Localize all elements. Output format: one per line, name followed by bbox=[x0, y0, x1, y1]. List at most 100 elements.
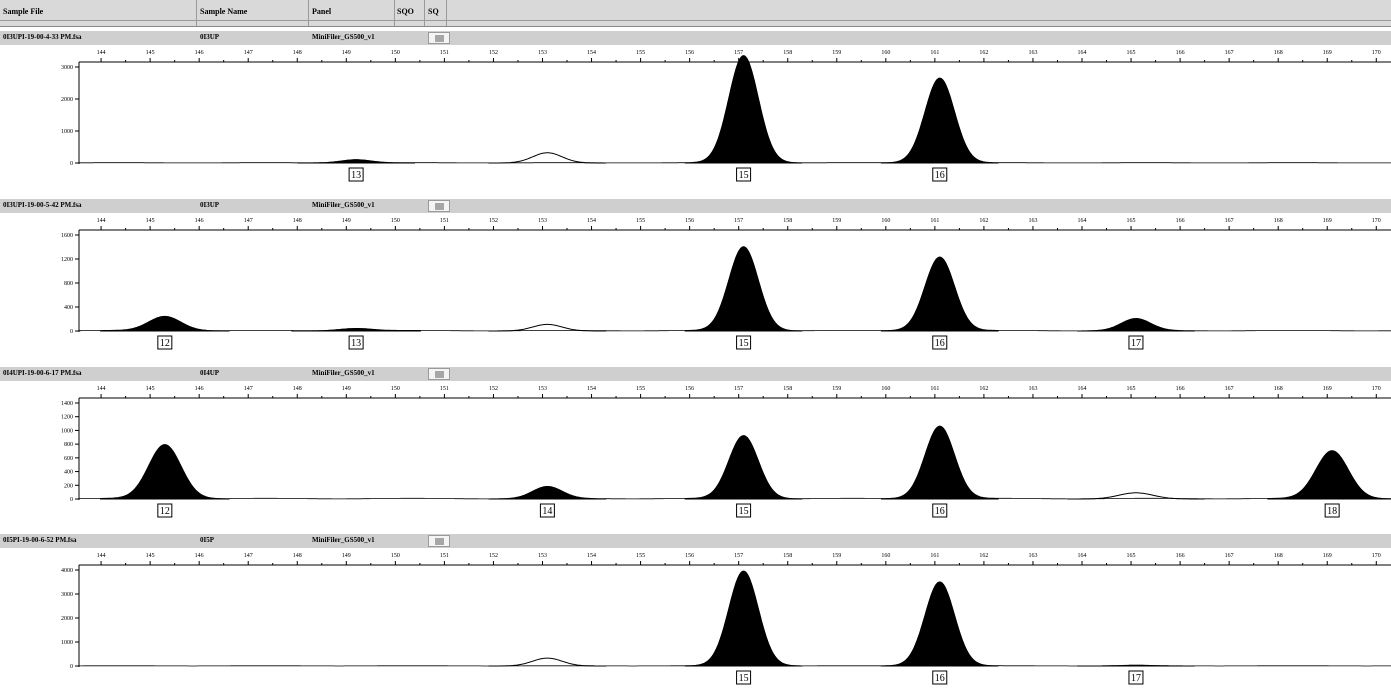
allele-label: 15 bbox=[739, 338, 749, 349]
column-header-sample-file[interactable]: Sample File bbox=[3, 7, 44, 16]
allele-label-box[interactable] bbox=[157, 503, 173, 518]
allele-label-box[interactable] bbox=[932, 167, 948, 182]
called-peak[interactable] bbox=[880, 425, 999, 500]
stutter-peak[interactable] bbox=[488, 152, 607, 164]
stutter-peak[interactable] bbox=[488, 323, 607, 332]
allele-label: 13 bbox=[351, 338, 361, 349]
called-peak[interactable] bbox=[297, 159, 415, 164]
x-tick-label: 149 bbox=[342, 553, 351, 559]
x-tick-label: 170 bbox=[1372, 218, 1381, 224]
x-tick-label: 156 bbox=[685, 386, 694, 392]
allele-label-box[interactable] bbox=[736, 503, 752, 518]
allele-label-box[interactable] bbox=[932, 335, 948, 350]
stutter-peak[interactable] bbox=[488, 657, 607, 667]
x-tick-label: 169 bbox=[1323, 386, 1332, 392]
y-tick-label: 600 bbox=[64, 456, 73, 462]
x-tick-label: 163 bbox=[1028, 553, 1037, 559]
electropherogram-plot[interactable]: 144 145 146 147 148 149 150 151 152 153 154 155 156 1… bbox=[0, 45, 1391, 195]
sq-checkbox[interactable] bbox=[428, 200, 450, 212]
called-peak[interactable] bbox=[100, 444, 230, 500]
x-tick-label: 158 bbox=[783, 386, 792, 392]
allele-label-box[interactable] bbox=[1324, 503, 1340, 518]
sq-indicator bbox=[435, 35, 444, 42]
panel-name: MiniFiler_GS500_v1 bbox=[312, 369, 375, 377]
x-tick-label: 166 bbox=[1176, 218, 1185, 224]
column-header-sq[interactable]: SQ bbox=[428, 7, 439, 16]
x-tick-label: 164 bbox=[1078, 50, 1087, 56]
allele-label-box[interactable] bbox=[932, 503, 948, 518]
column-header-panel[interactable]: Panel bbox=[312, 7, 332, 16]
called-peak[interactable] bbox=[684, 570, 803, 667]
allele-label-box[interactable] bbox=[1128, 670, 1144, 685]
y-tick-label: 0 bbox=[70, 497, 73, 503]
x-tick-label: 157 bbox=[734, 50, 743, 56]
x-tick-label: 144 bbox=[97, 553, 106, 559]
allele-label-box[interactable] bbox=[736, 335, 752, 350]
panel-header[interactable]: 0I5PI-19-00-6-52 PM.fsa 0I5P MiniFiler_G… bbox=[0, 534, 1391, 548]
x-tick-label: 168 bbox=[1274, 50, 1283, 56]
allele-label-box[interactable] bbox=[348, 167, 364, 182]
x-tick-label: 156 bbox=[685, 50, 694, 56]
allele-label: 17 bbox=[1131, 338, 1141, 349]
allele-label-box[interactable] bbox=[736, 670, 752, 685]
column-divider[interactable] bbox=[196, 0, 197, 26]
stutter-peak[interactable] bbox=[1067, 492, 1205, 500]
allele-label-box[interactable] bbox=[539, 503, 555, 518]
y-tick-label: 1200 bbox=[61, 257, 73, 263]
x-tick-label: 164 bbox=[1078, 553, 1087, 559]
electropherogram-plot[interactable]: 144 145 146 147 148 149 150 151 152 153 154 155 156 1… bbox=[0, 381, 1391, 531]
called-peak[interactable] bbox=[1077, 664, 1195, 667]
called-peak[interactable] bbox=[291, 328, 421, 332]
called-peak[interactable] bbox=[1077, 318, 1195, 332]
column-divider[interactable] bbox=[308, 0, 309, 26]
called-peak[interactable] bbox=[684, 55, 803, 164]
panel-header[interactable]: 0I3UPI-19-00-5-42 PM.fsa 0I3UP MiniFiler… bbox=[0, 199, 1391, 213]
sq-indicator bbox=[435, 371, 444, 378]
x-tick-label: 170 bbox=[1372, 386, 1381, 392]
allele-label-box[interactable] bbox=[1128, 335, 1144, 350]
allele-label-box[interactable] bbox=[736, 167, 752, 182]
x-tick-label: 149 bbox=[342, 386, 351, 392]
column-header-sqo[interactable]: SQO bbox=[397, 7, 414, 16]
x-tick-label: 153 bbox=[538, 50, 547, 56]
sq-checkbox[interactable] bbox=[428, 535, 450, 547]
allele-label-box[interactable] bbox=[932, 670, 948, 685]
called-peak[interactable] bbox=[488, 486, 607, 500]
y-tick-label: 1000 bbox=[61, 640, 73, 646]
x-tick-label: 148 bbox=[293, 553, 302, 559]
called-peak[interactable] bbox=[1267, 450, 1391, 500]
column-divider[interactable] bbox=[424, 0, 425, 26]
x-tick-label: 162 bbox=[979, 218, 988, 224]
x-tick-label: 153 bbox=[538, 386, 547, 392]
called-peak[interactable] bbox=[684, 246, 803, 332]
allele-label: 16 bbox=[935, 170, 945, 181]
y-tick-label: 200 bbox=[64, 483, 73, 489]
called-peak[interactable] bbox=[100, 316, 230, 332]
electropherogram-plot[interactable]: 144 145 146 147 148 149 150 151 152 153 154 155 156 1… bbox=[0, 213, 1391, 363]
called-peak[interactable] bbox=[880, 77, 999, 164]
x-tick-label: 155 bbox=[636, 553, 645, 559]
sq-checkbox[interactable] bbox=[428, 32, 450, 44]
panel-name: MiniFiler_GS500_v1 bbox=[312, 33, 375, 41]
allele-label: 17 bbox=[1131, 673, 1141, 684]
called-peak[interactable] bbox=[880, 581, 999, 667]
called-peak[interactable] bbox=[880, 256, 999, 332]
x-tick-label: 163 bbox=[1028, 386, 1037, 392]
called-peak[interactable] bbox=[684, 435, 803, 500]
x-tick-label: 151 bbox=[440, 386, 449, 392]
allele-label-box[interactable] bbox=[348, 335, 364, 350]
allele-label: 12 bbox=[160, 506, 170, 517]
allele-label: 15 bbox=[739, 673, 749, 684]
sq-checkbox[interactable] bbox=[428, 368, 450, 380]
x-tick-label: 160 bbox=[881, 553, 890, 559]
sample-file-name: 0I3UPI-19-00-5-42 PM.fsa bbox=[3, 201, 82, 209]
panel-header[interactable]: 0I4UPI-19-00-6-17 PM.fsa 0I4UP MiniFiler… bbox=[0, 367, 1391, 381]
allele-label-box[interactable] bbox=[157, 335, 173, 350]
y-tick-label: 800 bbox=[64, 281, 73, 287]
column-divider[interactable] bbox=[394, 0, 395, 26]
column-divider[interactable] bbox=[446, 0, 447, 26]
electropherogram-plot[interactable]: 144 145 146 147 148 149 150 151 152 153 154 155 156 1… bbox=[0, 548, 1391, 698]
column-header-sample-name[interactable]: Sample Name bbox=[200, 7, 248, 16]
panel-header[interactable]: 0I3UPI-19-00-4-33 PM.fsa 0I3UP MiniFiler… bbox=[0, 31, 1391, 45]
